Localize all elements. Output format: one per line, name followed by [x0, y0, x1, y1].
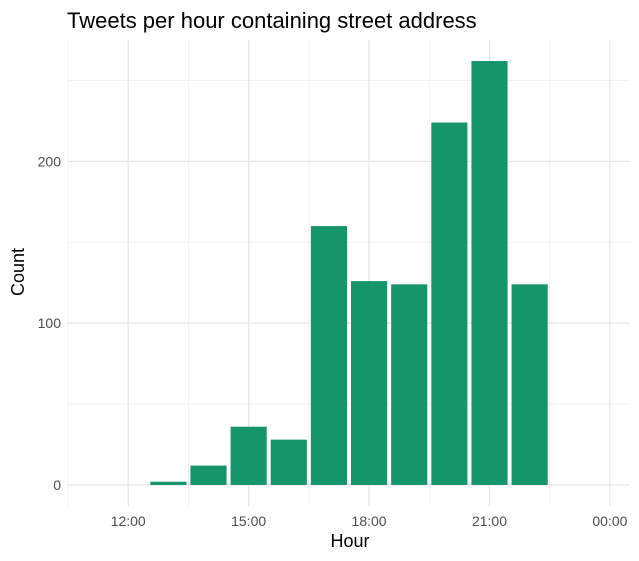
bar	[431, 122, 468, 485]
x-axis-title: Hour	[330, 531, 369, 551]
y-tick-label: 0	[53, 477, 61, 493]
x-tick-label: 18:00	[352, 513, 387, 529]
bar	[310, 226, 347, 485]
bar	[471, 61, 508, 485]
bar	[230, 426, 267, 485]
y-axis-ticks: 0 100 200	[38, 153, 62, 493]
minor-gridlines	[67, 40, 630, 506]
bar	[270, 439, 307, 485]
x-tick-label: 15:00	[231, 513, 266, 529]
y-tick-label: 100	[38, 315, 62, 331]
bar	[511, 284, 548, 485]
bar	[190, 465, 227, 485]
bars	[150, 61, 548, 485]
x-tick-label: 21:00	[472, 513, 507, 529]
chart-title: Tweets per hour containing street addres…	[67, 8, 477, 33]
x-tick-label: 00:00	[592, 513, 627, 529]
bar	[150, 481, 187, 485]
x-axis-ticks: 12:00 15:00 18:00 21:00 00:00	[111, 513, 628, 529]
bar	[391, 284, 428, 485]
bar	[351, 281, 388, 485]
y-axis-title: Count	[8, 248, 28, 296]
y-tick-label: 200	[38, 153, 62, 169]
x-tick-label: 12:00	[111, 513, 146, 529]
